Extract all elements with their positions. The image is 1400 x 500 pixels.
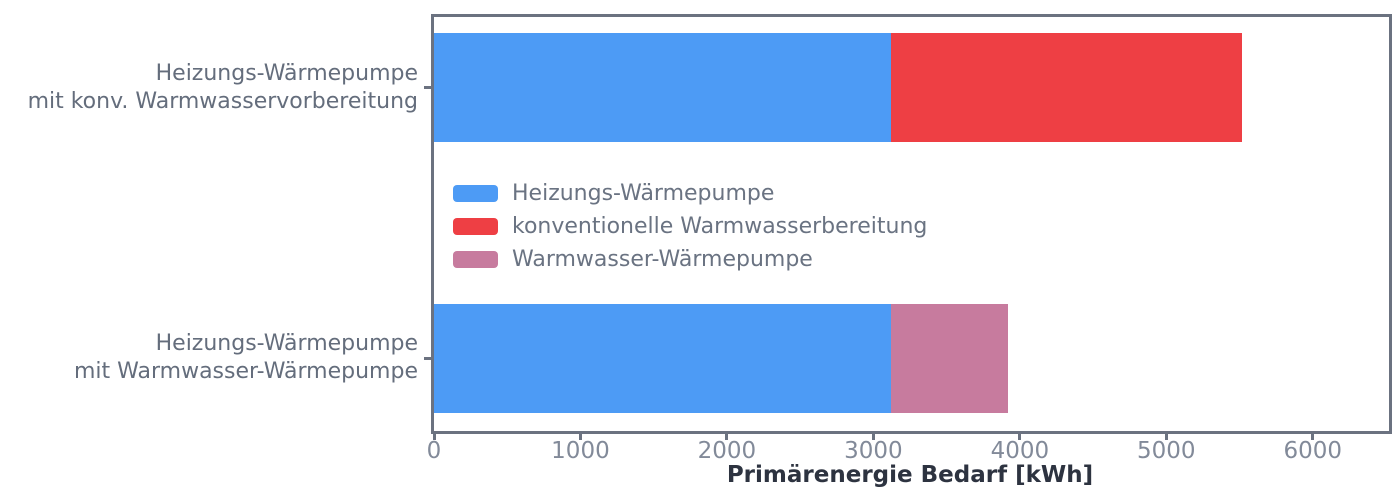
- y-category-label: Heizungs-Wärmepumpe mit Warmwasser-Wärmep…: [0, 330, 418, 386]
- y-category-label-line: Heizungs-Wärmepumpe: [155, 60, 418, 86]
- plot-area: Heizungs-Wärmepumpe konventionelle Warmwa…: [431, 14, 1392, 434]
- legend-label: Heizungs-Wärmepumpe: [512, 180, 775, 206]
- legend: Heizungs-Wärmepumpe konventionelle Warmwa…: [453, 180, 927, 272]
- bar-segment-2: [434, 303, 891, 413]
- x-tick-label: 4000: [990, 438, 1050, 464]
- x-tick-mark: [1164, 434, 1168, 440]
- x-tick-mark: [725, 434, 729, 440]
- y-tick-mark: [424, 356, 431, 360]
- x-tick-mark: [1018, 434, 1022, 440]
- legend-label: konventionelle Warmwasserbereitung: [512, 213, 928, 239]
- bar-segment-1: [434, 33, 891, 143]
- legend-item: konventionelle Warmwasserbereitung: [453, 213, 927, 239]
- legend-swatch: [453, 217, 498, 235]
- x-tick-mark: [1311, 434, 1315, 440]
- x-tick-label: 3000: [844, 438, 903, 464]
- x-tick-label: 2000: [697, 438, 757, 464]
- bar-segment-1: [890, 33, 1243, 143]
- x-tick-mark: [871, 434, 875, 440]
- y-category-label-line: Heizungs-Wärmepumpe: [155, 331, 418, 357]
- legend-item: Warmwasser-Wärmepumpe: [453, 246, 927, 272]
- y-tick-mark: [424, 86, 431, 90]
- legend-item: Heizungs-Wärmepumpe: [453, 180, 927, 206]
- y-category-label-line: mit konv. Warmwasservorbereitung: [27, 88, 418, 114]
- x-tick-label: 6000: [1283, 438, 1343, 464]
- bar-segment-2: [890, 303, 1009, 413]
- x-tick-mark: [578, 434, 582, 440]
- x-tick-label: 5000: [1137, 438, 1196, 464]
- y-category-label: Heizungs-Wärmepumpe mit konv. Warmwasserv…: [0, 60, 418, 116]
- y-category-label-line: mit Warmwasser-Wärmepumpe: [74, 359, 418, 385]
- legend-swatch: [453, 250, 498, 268]
- x-tick-mark: [432, 434, 436, 440]
- legend-label: Warmwasser-Wärmepumpe: [512, 246, 813, 272]
- x-tick-label: 1000: [551, 438, 610, 464]
- x-tick-label: 0: [426, 438, 442, 464]
- x-axis-title: Primärenergie Bedarf [kWh]: [726, 462, 1094, 488]
- legend-swatch: [453, 184, 498, 202]
